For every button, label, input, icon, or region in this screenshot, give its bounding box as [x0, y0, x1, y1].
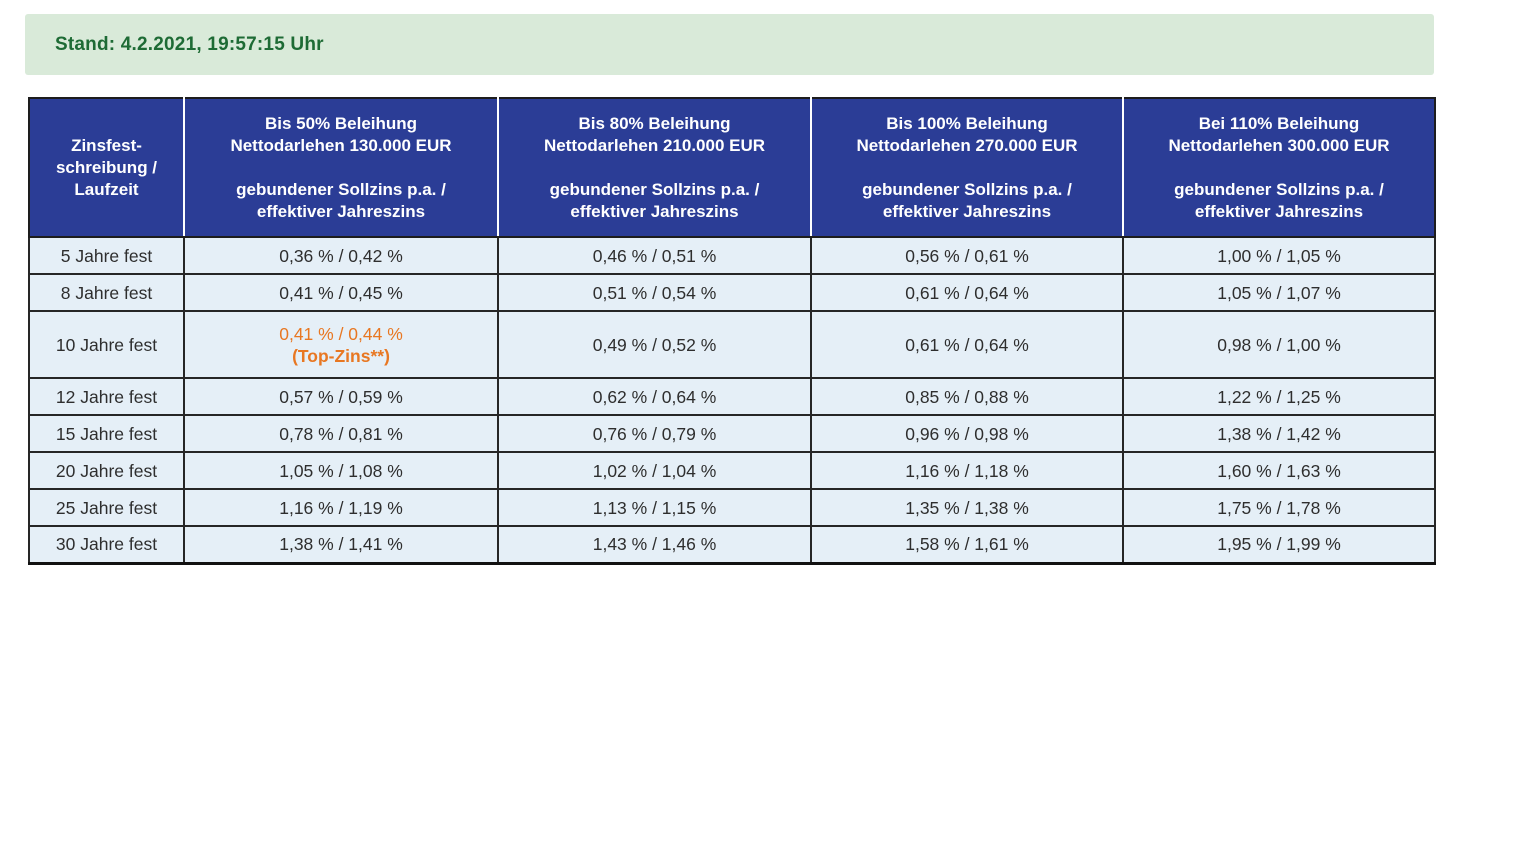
rate-cell: 0,78 % / 0,81 % [183, 414, 499, 453]
rate-cell: 1,05 % / 1,07 % [1122, 273, 1436, 312]
row-label: 10 Jahre fest [28, 310, 185, 379]
rate-cell: 0,76 % / 0,79 % [497, 414, 812, 453]
row-label: 8 Jahre fest [28, 273, 185, 312]
header-laufzeit-line2: schreibung / [55, 157, 158, 177]
table-row: 15 Jahre fest 0,78 % / 0,81 % 0,76 % / 0… [28, 414, 1436, 453]
rate-cell: 0,62 % / 0,64 % [497, 377, 812, 416]
rate-cell: 1,43 % / 1,46 % [497, 525, 812, 565]
rate-cell: 1,02 % / 1,04 % [497, 451, 812, 490]
rate-cell: 1,35 % / 1,38 % [810, 488, 1124, 527]
header-subtitle: gebundener Sollzins p.a. / [236, 179, 446, 199]
rate-cell: 1,16 % / 1,19 % [183, 488, 499, 527]
rate-cell: 1,75 % / 1,78 % [1122, 488, 1436, 527]
table-row: 25 Jahre fest 1,16 % / 1,19 % 1,13 % / 1… [28, 488, 1436, 527]
header-cell-beleihung-50: Bis 50% Beleihung Nettodarlehen 130.000 … [183, 98, 498, 238]
rate-value-highlighted: 0,41 % / 0,44 % [279, 323, 403, 344]
table-body: 5 Jahre fest 0,36 % / 0,42 % 0,46 % / 0,… [28, 236, 1436, 565]
table-header: Zinsfest- schreibung / Laufzeit Bis 50% … [29, 98, 1435, 238]
row-label: 30 Jahre fest [28, 525, 185, 565]
top-zins-note: (Top-Zins**) [292, 345, 390, 366]
rate-cell: 1,58 % / 1,61 % [810, 525, 1124, 565]
rate-cell: 1,38 % / 1,41 % [183, 525, 499, 565]
rate-cell: 0,85 % / 0,88 % [810, 377, 1124, 416]
rate-cell: 0,51 % / 0,54 % [497, 273, 812, 312]
header-laufzeit-line3: Laufzeit [74, 179, 139, 199]
rate-cell: 1,16 % / 1,18 % [810, 451, 1124, 490]
status-timestamp: Stand: 4.2.2021, 19:57:15 Uhr [55, 33, 324, 55]
table-row: 30 Jahre fest 1,38 % / 1,41 % 1,43 % / 1… [28, 525, 1436, 565]
header-title: Bei 110% Beleihung [1198, 113, 1360, 133]
header-subtitle: effektiver Jahreszins [570, 201, 739, 221]
rate-cell: 1,22 % / 1,25 % [1122, 377, 1436, 416]
rate-cell: 1,05 % / 1,08 % [183, 451, 499, 490]
rate-cell: 0,56 % / 0,61 % [810, 236, 1124, 275]
header-title: Bis 100% Beleihung [886, 113, 1048, 133]
header-cell-laufzeit: Zinsfest- schreibung / Laufzeit [29, 98, 184, 238]
interest-rates-table: Zinsfest- schreibung / Laufzeit Bis 50% … [28, 97, 1436, 565]
rate-cell: 1,60 % / 1,63 % [1122, 451, 1436, 490]
rate-cell: 0,49 % / 0,52 % [497, 310, 812, 379]
status-banner: Stand: 4.2.2021, 19:57:15 Uhr [25, 14, 1434, 75]
header-title: Nettodarlehen 130.000 EUR [230, 135, 452, 155]
table-row: 8 Jahre fest 0,41 % / 0,45 % 0,51 % / 0,… [28, 273, 1436, 312]
rate-cell: 1,38 % / 1,42 % [1122, 414, 1436, 453]
rate-cell: 1,13 % / 1,15 % [497, 488, 812, 527]
header-subtitle: effektiver Jahreszins [256, 201, 426, 221]
table-row: 5 Jahre fest 0,36 % / 0,42 % 0,46 % / 0,… [28, 236, 1436, 275]
rate-cell-top-zins: 0,41 % / 0,44 % (Top-Zins**) [183, 310, 499, 379]
rate-cell: 0,36 % / 0,42 % [183, 236, 499, 275]
rate-cell: 0,61 % / 0,64 % [810, 273, 1124, 312]
header-subtitle: gebundener Sollzins p.a. / [862, 179, 1072, 199]
rate-cell: 0,57 % / 0,59 % [183, 377, 499, 416]
table-row: 12 Jahre fest 0,57 % / 0,59 % 0,62 % / 0… [28, 377, 1436, 416]
header-title: Nettodarlehen 210.000 EUR [543, 135, 766, 155]
row-label: 5 Jahre fest [28, 236, 185, 275]
header-subtitle: gebundener Sollzins p.a. / [1174, 179, 1384, 199]
header-cell-beleihung-110: Bei 110% Beleihung Nettodarlehen 300.000… [1122, 98, 1435, 238]
rate-cell: 0,96 % / 0,98 % [810, 414, 1124, 453]
header-subtitle: effektiver Jahreszins [882, 201, 1052, 221]
header-laufzeit-line1: Zinsfest- [71, 135, 142, 155]
rate-cell: 0,98 % / 1,00 % [1122, 310, 1436, 379]
rate-cell: 1,00 % / 1,05 % [1122, 236, 1436, 275]
header-title: Bis 50% Beleihung [264, 113, 418, 133]
header-subtitle: effektiver Jahreszins [1194, 201, 1364, 221]
header-cell-beleihung-80: Bis 80% Beleihung Nettodarlehen 210.000 … [497, 98, 811, 238]
row-label: 15 Jahre fest [28, 414, 185, 453]
header-title: Nettodarlehen 270.000 EUR [856, 135, 1078, 155]
table-row: 20 Jahre fest 1,05 % / 1,08 % 1,02 % / 1… [28, 451, 1436, 490]
rate-cell: 0,41 % / 0,45 % [183, 273, 499, 312]
header-cell-beleihung-100: Bis 100% Beleihung Nettodarlehen 270.000… [810, 98, 1123, 238]
rate-cell: 0,46 % / 0,51 % [497, 236, 812, 275]
row-label: 25 Jahre fest [28, 488, 185, 527]
header-title: Bis 80% Beleihung [578, 113, 731, 133]
header-subtitle: gebundener Sollzins p.a. / [549, 179, 760, 199]
header-title: Nettodarlehen 300.000 EUR [1168, 135, 1390, 155]
rate-cell: 0,61 % / 0,64 % [810, 310, 1124, 379]
row-label: 12 Jahre fest [28, 377, 185, 416]
row-label: 20 Jahre fest [28, 451, 185, 490]
table-row: 10 Jahre fest 0,41 % / 0,44 % (Top-Zins*… [28, 310, 1436, 379]
rate-cell: 1,95 % / 1,99 % [1122, 525, 1436, 565]
